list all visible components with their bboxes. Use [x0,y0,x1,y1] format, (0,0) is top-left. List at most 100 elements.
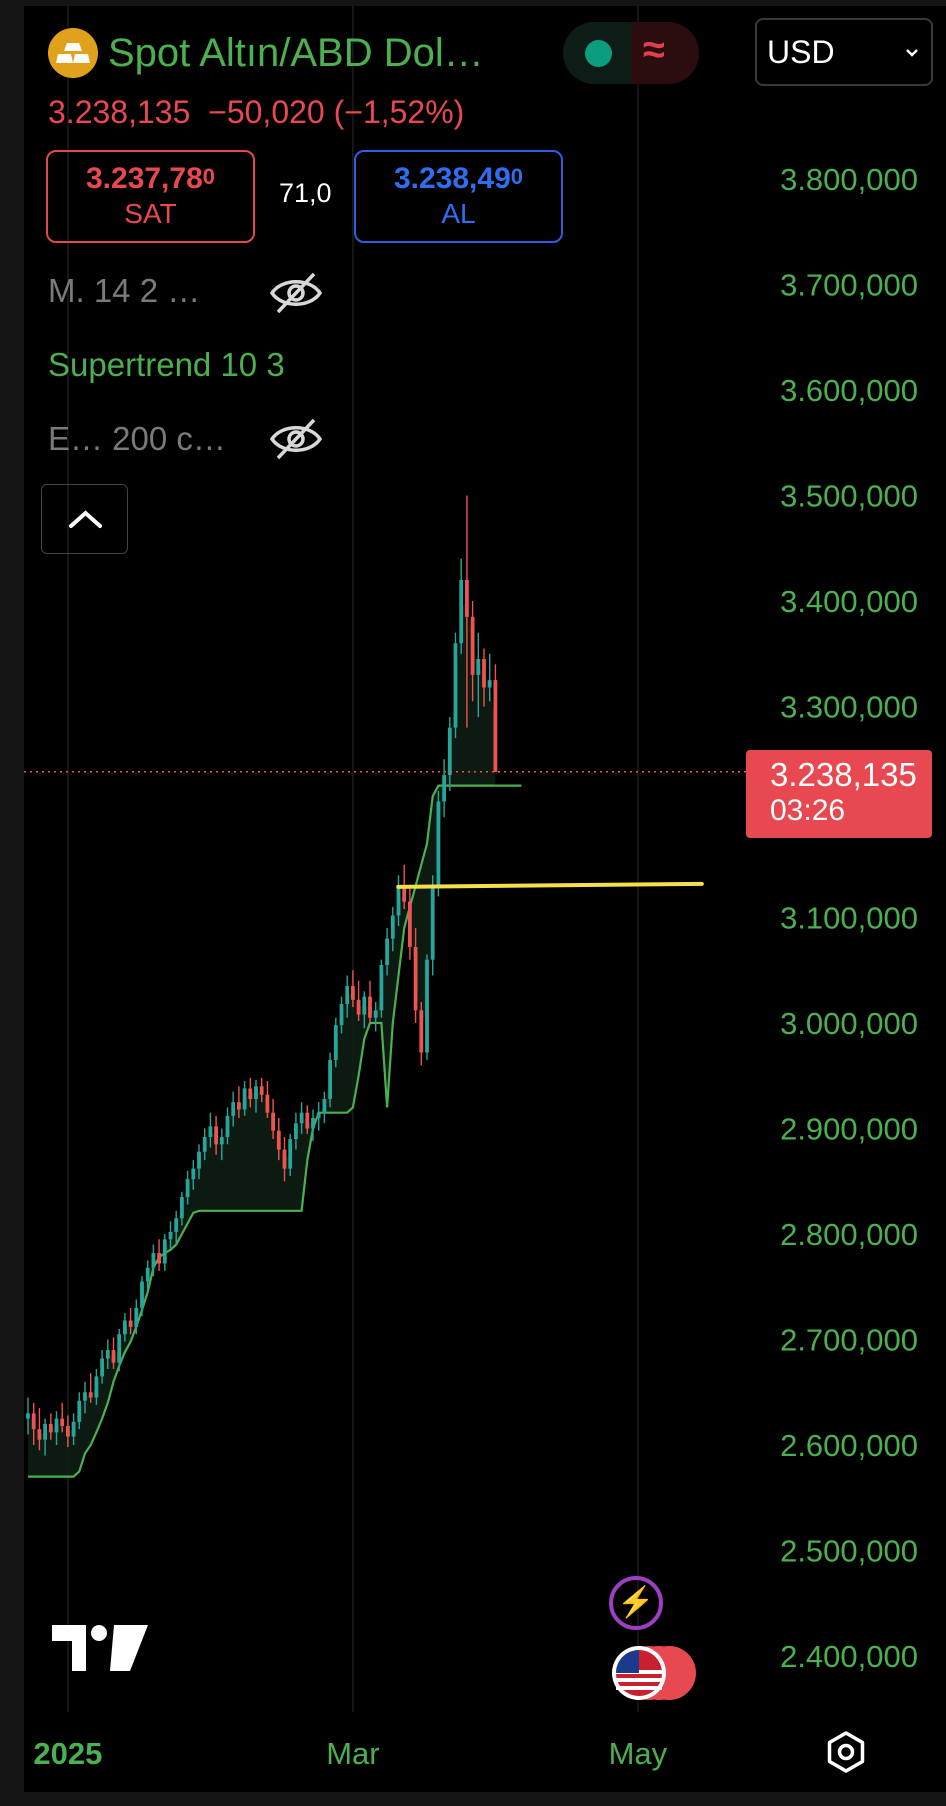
candle-body [311,1117,315,1129]
candle-body [254,1086,258,1099]
gold-bars-icon [48,28,98,78]
candle-body [242,1088,247,1110]
candle-body [31,1413,36,1430]
candle-body [402,885,407,902]
delayed-data-icon: ≈ [643,28,665,72]
market-status-pill[interactable]: ≈ [563,22,699,84]
candle-body [282,1149,287,1169]
candle-body [459,579,464,644]
settings-icon[interactable] [824,1730,868,1774]
lightning-icon[interactable]: ⚡ [609,1576,663,1630]
candle-body [476,659,481,675]
candle-body [197,1151,201,1169]
candle-body [117,1334,122,1363]
buy-label: AL [441,198,476,229]
candle-body [140,1281,144,1308]
candle-body [465,579,469,617]
candle-body [333,1025,338,1060]
candle-body [259,1086,264,1095]
tradingview-logo-icon[interactable] [52,1625,148,1671]
candle-body [157,1252,161,1264]
candle-body [396,885,401,916]
us-flag-events-icon[interactable] [607,1643,699,1703]
candle-body [128,1320,133,1327]
collapse-legend-button[interactable] [41,484,128,554]
y-tick-label: 3.000,000 [780,1006,918,1041]
candle-body [385,938,389,965]
candle-body [436,801,441,886]
candle-body [37,1429,42,1440]
y-tick-label: 3.700,000 [780,268,918,303]
candle-body [351,986,355,1000]
spread-value: 71,0 [279,178,332,208]
y-tick-label: 3.100,000 [780,901,918,936]
candle-body [100,1358,104,1377]
bid-price-sup: 0 [202,164,216,189]
y-tick-label: 3.300,000 [780,690,918,725]
candle-body [111,1350,116,1363]
candle-body [219,1136,224,1145]
bottom-edge [0,1792,946,1806]
candle-body [54,1418,59,1433]
currency-select[interactable]: USD [755,18,933,86]
price-tag-value: 3.238,135 [770,756,917,793]
candle-body [288,1139,293,1169]
candle-body [373,1010,378,1018]
candle-body [362,996,367,1015]
left-edge [0,0,24,1806]
candle-body [305,1112,310,1129]
indicator-ma-label[interactable]: M. 14 2 … [48,272,201,309]
chevron-down-icon [905,38,919,64]
y-tick-label: 3.600,000 [780,373,918,408]
chevron-up-icon [69,510,102,528]
candle-body [408,901,412,948]
y-tick-label: 2.900,000 [780,1112,918,1147]
candle-body [294,1123,298,1140]
candle-body [60,1418,65,1427]
candle-body [134,1307,139,1327]
candle-body [26,1413,30,1419]
candle-body [77,1400,82,1422]
indicator-ema-label[interactable]: E… 200 c… [48,420,226,457]
sell-button[interactable]: 3.237,780 SAT [46,150,255,243]
candle-body [390,915,395,939]
y-tick-label: 3.800,000 [780,162,918,197]
buy-button[interactable]: 3.238,490 AL [354,150,563,243]
ask-price-sup: 0 [510,164,524,189]
candle-body [299,1112,304,1124]
candle-body [345,986,350,1005]
candle-body [493,680,498,772]
top-edge [0,0,946,6]
bid-price: 3.237,78 [85,162,203,195]
y-tick-label: 2.400,000 [780,1639,918,1674]
eye-off-icon[interactable] [268,416,324,462]
sell-label: SAT [124,198,177,229]
y-tick-label: 2.600,000 [780,1428,918,1463]
candle-body [356,999,361,1015]
candle-body [482,659,486,688]
candle-body [368,996,372,1018]
candle-body [214,1126,218,1145]
eye-off-icon[interactable] [268,270,324,316]
candle-body [328,1059,332,1099]
symbol-header[interactable]: Spot Altın/ABD Dol… [48,28,484,78]
candle-body [413,947,418,1011]
candle-body [339,1004,344,1026]
x-tick-label: May [609,1736,668,1771]
indicator-supertrend-label[interactable]: Supertrend 10 3 [48,346,285,383]
candle-body [151,1252,156,1268]
status-pill-right [631,22,699,84]
candle-body [276,1130,281,1150]
candle-body [123,1320,127,1335]
candle-body [88,1392,93,1398]
candle-body [447,727,452,776]
candle-body [265,1094,270,1113]
candle-body [83,1392,87,1401]
currency-value: USD [767,34,835,70]
y-tick-label: 2.700,000 [780,1323,918,1358]
candle-body [180,1197,184,1219]
symbol-name[interactable]: Spot Altın/ABD Dol… [108,30,484,75]
candle-body [168,1231,173,1240]
